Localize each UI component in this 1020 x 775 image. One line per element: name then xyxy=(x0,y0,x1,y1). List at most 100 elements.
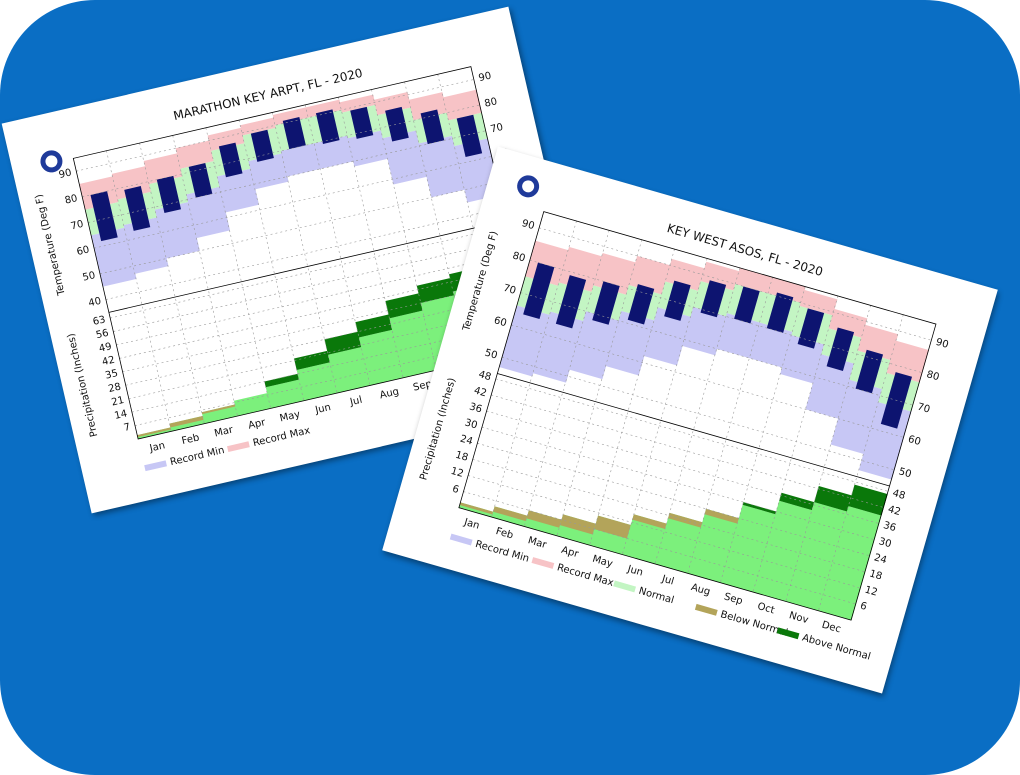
grid-line xyxy=(304,104,371,386)
x-tick-label: Mar xyxy=(527,535,549,551)
grid-line xyxy=(106,150,172,432)
grid-line xyxy=(495,378,889,492)
grid-line xyxy=(720,286,806,583)
below-normal xyxy=(560,514,597,535)
grid-line xyxy=(205,127,271,409)
record-min-band xyxy=(154,202,200,259)
y-tick-label: 48 xyxy=(477,369,492,383)
x-tick-label: Oct xyxy=(756,601,776,616)
y-tick-label: 30 xyxy=(463,417,478,431)
grid-line xyxy=(511,324,904,438)
y-tick-label: 14 xyxy=(114,408,129,422)
y2-tick-label: 12 xyxy=(863,585,878,599)
x-tick-label: Apr xyxy=(247,417,267,432)
record-max-band xyxy=(735,267,774,294)
below-normal xyxy=(526,510,563,528)
grid-line xyxy=(172,135,238,417)
y2-tick-label: 42 xyxy=(887,504,902,518)
logo xyxy=(522,180,535,193)
y2-tick-label: 36 xyxy=(882,520,897,534)
y-tick-label: 18 xyxy=(454,450,469,464)
y2-tick-label: 90 xyxy=(934,337,949,351)
grid-line xyxy=(491,220,577,518)
record-max-band xyxy=(240,117,277,136)
observed-range xyxy=(664,280,691,321)
x-tick-label: Feb xyxy=(181,432,201,447)
observed-range xyxy=(456,114,483,158)
normal-precip xyxy=(622,514,667,565)
grid-line xyxy=(88,130,486,223)
grid-line xyxy=(481,426,875,540)
y2-tick-label: 6 xyxy=(859,601,868,613)
record-min-band xyxy=(248,153,289,190)
y-tick-label: 35 xyxy=(104,368,119,382)
grid-line xyxy=(116,252,515,346)
y-tick-label: 63 xyxy=(92,314,107,328)
y-tick-label: 21 xyxy=(110,395,125,409)
y2-tick-label: 80 xyxy=(925,369,940,383)
y-tick-label: 49 xyxy=(98,341,113,355)
observed-range xyxy=(523,262,555,320)
grid-line xyxy=(119,266,518,359)
observed-range xyxy=(124,186,151,231)
grid-line xyxy=(122,279,521,373)
legend-swatch xyxy=(613,580,636,593)
y-tick-label: 50 xyxy=(82,270,97,284)
legend-label: Normal xyxy=(637,586,675,607)
observed-range xyxy=(734,286,760,324)
grid-line xyxy=(472,459,866,573)
plot-frame xyxy=(458,211,937,621)
below-normal xyxy=(493,506,528,522)
legend-label: Below Normal xyxy=(719,609,789,639)
grid-line xyxy=(93,156,492,249)
observed-range xyxy=(385,106,409,142)
record-min-band xyxy=(280,143,321,177)
normal-precip xyxy=(328,346,371,394)
grid-line xyxy=(139,143,205,424)
x-tick-label: May xyxy=(279,409,302,424)
legend-swatch xyxy=(694,603,718,616)
grid-line xyxy=(501,357,895,471)
y-tick-label: 42 xyxy=(472,385,487,399)
y-tick-label: 60 xyxy=(76,244,91,258)
above-normal xyxy=(814,486,852,512)
grid-line xyxy=(818,314,904,611)
grid-line xyxy=(113,239,511,332)
above-normal xyxy=(416,277,455,303)
below-normal xyxy=(632,514,667,530)
observed-range xyxy=(282,117,306,150)
grid-line xyxy=(477,442,870,557)
record-min-band xyxy=(314,135,354,169)
record-min-band xyxy=(347,130,388,167)
observed-range xyxy=(826,327,855,371)
x-tick-label: Apr xyxy=(560,545,581,561)
x-tick-label: Mar xyxy=(213,424,235,439)
y-tick-label: 90 xyxy=(58,167,73,181)
grid-line xyxy=(523,230,610,527)
y2-tick-label: 48 xyxy=(891,488,906,502)
observed-range xyxy=(555,275,587,329)
record-min-band xyxy=(682,307,727,356)
above-normal xyxy=(264,373,300,388)
legend-label: Above Normal xyxy=(801,633,872,663)
legend-swatch xyxy=(227,441,250,453)
grid-line xyxy=(529,259,923,373)
y-tick-label: 6 xyxy=(451,484,460,496)
y-tick-label: 36 xyxy=(468,401,483,415)
grid-line xyxy=(105,207,504,300)
normal-precip xyxy=(389,310,437,378)
record-min-band xyxy=(217,168,260,213)
x-tick-label: Jan xyxy=(148,440,166,454)
x-tick-label: Nov xyxy=(788,610,810,626)
x-tick-label: May xyxy=(591,554,614,570)
x-tick-label: Feb xyxy=(494,526,514,541)
record-min-band xyxy=(716,313,761,359)
x-tick-label: Jul xyxy=(660,573,676,587)
grid-line xyxy=(463,491,856,605)
normal-precip xyxy=(265,379,305,409)
y2-tick-label: 90 xyxy=(478,71,493,85)
panel-divider xyxy=(497,373,890,487)
observed-range xyxy=(90,191,118,242)
grid-line xyxy=(539,227,932,341)
